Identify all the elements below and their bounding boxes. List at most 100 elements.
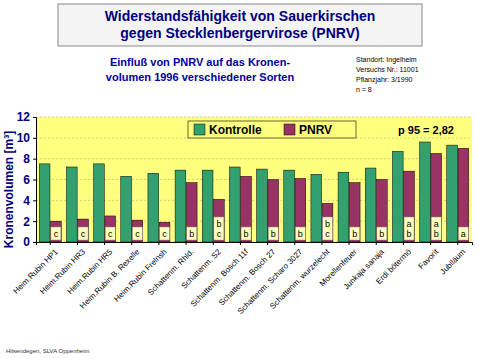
info-text: Pflanzjahr: 3/1990 [356,76,413,84]
x-tick-mark [77,242,78,245]
y-tick-mark [33,159,36,160]
x-tick-mark [131,242,132,245]
letter: b [379,229,384,239]
chart: Widerstandsfähigkeit von Sauerkirschenge… [0,0,479,359]
x-tick-mark [50,242,51,245]
letter: c [81,229,86,239]
legend-swatch [194,124,205,135]
letter-box [214,217,224,240]
x-tick-label: Jubiläum [438,247,467,276]
y-tick-mark [33,221,36,222]
x-tick: Favorit [417,242,441,271]
y-tick-label: 10 [17,131,31,145]
bar [311,174,322,242]
letter: b [271,229,276,239]
x-tick: Schattenm. Rhld. [146,242,196,297]
bar [159,222,170,242]
y-tick-label: 8 [23,152,30,166]
bar [121,176,132,242]
letter-box [350,227,360,240]
x-tick: Heim.Rubin HR3 [38,242,87,296]
letter-box [377,227,387,240]
bar [338,172,349,242]
y-tick-mark [33,200,36,201]
legend-swatch [284,124,295,135]
legend: Kontrolle PNRV [188,121,356,138]
letter: bc [325,219,330,239]
letter-box [78,227,88,240]
x-tick-mark [376,242,377,245]
x-tick-mark [186,242,187,245]
letter-box [431,217,441,240]
y-tick-mark [33,117,36,118]
x-tick: Heim.Rubin Frelnsh [112,242,168,304]
annotation: p 95 = 2,82 [398,124,454,136]
bar [295,178,306,242]
info-text: Versuchs Nr.: 11001 [356,66,419,73]
letter: bc [216,219,221,239]
bar [365,168,376,242]
x-tick: Jubiläum [438,242,467,276]
x-tick-mark [321,242,322,245]
bar [431,153,442,242]
letter: c [162,229,167,239]
x-tick-mark [349,242,350,245]
bar [322,203,333,242]
y-tick-label: 2 [23,215,30,229]
subtitle: Einfluß von PNRV auf das Kronen-volumen … [106,56,295,83]
y-tick-label: 12 [17,110,31,124]
title-box [58,4,422,46]
bar [349,183,360,242]
bar [214,199,225,242]
letter-box [323,217,333,240]
x-axis-line [37,243,473,246]
bar [241,176,252,242]
letter-box [105,227,115,240]
y-tick-label: 4 [23,194,30,208]
y-tick: 12 [17,110,36,124]
bars [39,142,468,242]
y-axis-line [33,118,37,243]
letter-box [160,227,170,240]
bar [257,169,268,242]
y-axis: 024681012 [17,110,37,249]
bar [94,164,105,242]
x-tick-mark [294,242,295,245]
bar [229,167,240,242]
y-tick-label: 0 [23,235,30,249]
letter-box [51,227,61,240]
x-tick-label: Erdi bötermö [374,247,413,286]
source: Hilsendegen, SLVA Oppenheim [6,348,90,354]
x-tick-mark [104,242,105,245]
bar [202,170,213,242]
x-tick-label: Heim.Rubin HP1 [11,247,60,296]
bar [105,216,116,242]
letter-box [458,227,468,240]
letter: c [135,229,140,239]
x-tick: Heim.Rubin HR5 [65,242,114,296]
letter: c [54,229,59,239]
legend-label: Kontrolle [209,123,262,137]
bar [132,220,143,242]
bar [447,145,458,242]
letter-box [187,227,197,240]
letter: b [352,229,357,239]
x-tick: Erdi bötermö [374,242,413,286]
bar [420,142,431,242]
y-tick: 10 [17,131,36,145]
x-tick-label: Schattenm. Rhld. [146,247,196,297]
letters: cccccbbcbbbbcbbababa [51,217,468,240]
y-tick: 0 [23,235,36,249]
bar [404,171,415,242]
letter: a [461,229,466,239]
y-tick-mark [33,138,36,139]
bar [39,164,50,242]
legend-label: PNRV [299,123,332,137]
title: Widerstandsfähigkeit von Sauerkirschenge… [105,8,376,41]
grid-line [36,117,472,118]
letter-box [295,227,305,240]
grid-line [36,158,472,159]
bar [392,151,403,242]
letter: ab [407,219,412,239]
letter: b [298,229,303,239]
